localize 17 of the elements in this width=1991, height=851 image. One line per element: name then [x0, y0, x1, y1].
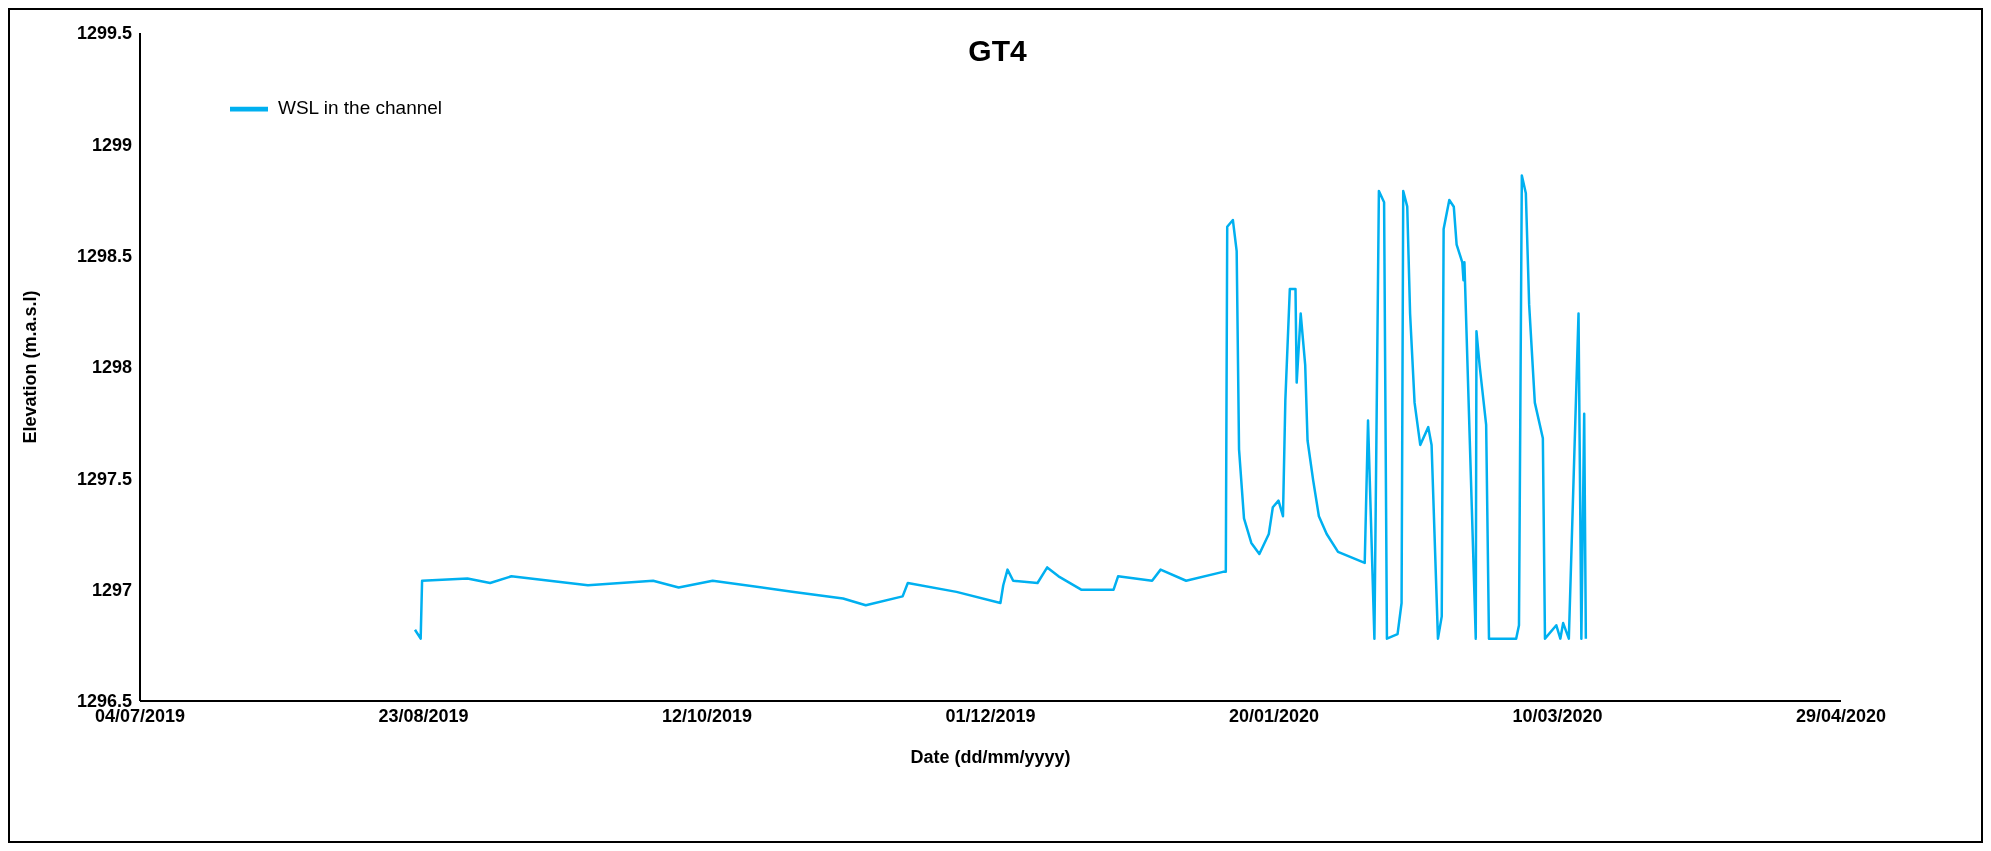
legend-label: WSL in the channel	[278, 97, 443, 119]
x-tick-label: 01/12/2019	[945, 705, 1036, 726]
y-tick-label: 1298.5	[76, 246, 132, 267]
line-series	[413, 174, 1588, 640]
x-tick-label: 23/08/2019	[378, 705, 469, 726]
y-tick-label: 1297	[91, 580, 132, 601]
x-axis-title: Date (dd/mm/yyyy)	[910, 747, 1071, 767]
y-tick-label: 1299	[91, 134, 132, 155]
x-tick-label: 10/03/2020	[1512, 705, 1603, 726]
x-tick-label: 29/04/2020	[1795, 705, 1887, 726]
y-tick-label: 1297.5	[76, 468, 132, 489]
chart-title: GT4	[968, 34, 1027, 67]
x-tick-label: 20/01/2020	[1228, 705, 1320, 726]
x-tick-label: 12/10/2019	[661, 705, 753, 726]
y-tick-label: 1299.5	[76, 23, 132, 44]
y-tick-label: 1298	[91, 357, 132, 378]
y-axis-title: Elevation (m.a.s.l)	[20, 290, 41, 444]
